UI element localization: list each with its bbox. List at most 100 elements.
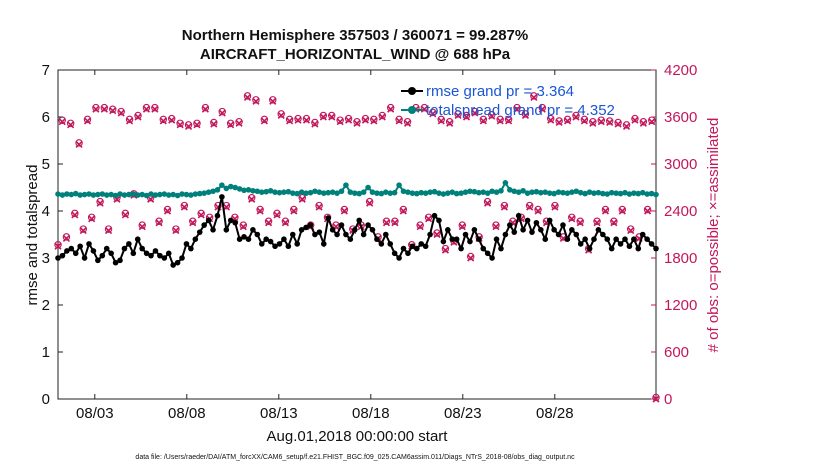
totalspread-point [471, 188, 478, 195]
rmse-point [223, 227, 230, 233]
totalspread-point [227, 183, 234, 190]
y-axis-label: rmse and totalspread [24, 165, 41, 306]
totalspread-point [183, 191, 190, 198]
obs-assimilated-marker [121, 211, 129, 219]
obs-possible-marker [163, 205, 172, 214]
obs-assimilated-marker [648, 118, 656, 126]
obs-possible-marker [538, 103, 547, 112]
rmse-point [431, 212, 438, 219]
totalspread-point [617, 190, 624, 197]
obs-assimilated-marker [62, 234, 70, 242]
rmse-point [99, 252, 106, 259]
obs-possible-marker [534, 205, 542, 214]
obs-possible-marker [433, 229, 441, 237]
obs-assimilated-marker [201, 105, 209, 113]
totalspread-point [533, 188, 540, 195]
rmse-point [174, 259, 181, 266]
obs-assimilated-marker [138, 223, 146, 231]
totalspread-point [170, 191, 176, 198]
obs-assimilated-marker [189, 219, 197, 227]
rmse-point [502, 231, 509, 238]
obs-possible-marker [631, 114, 639, 123]
legend-totalspread-marker [408, 106, 416, 114]
obs-assimilated-marker [155, 219, 163, 227]
totalspread-point [201, 190, 207, 196]
obs-possible-marker [546, 114, 555, 123]
obs-assimilated-marker [104, 227, 113, 235]
rmse-point [498, 245, 504, 252]
rmse-point [524, 217, 531, 224]
totalspread-point [86, 191, 92, 197]
obs-assimilated-marker [631, 116, 639, 124]
obs-assimilated-marker [601, 207, 610, 215]
rmse-point [360, 231, 367, 238]
rmse-point [546, 217, 553, 224]
obs-possible-marker [492, 221, 500, 229]
rmse-point [573, 231, 580, 238]
y-tick-label: 4 [42, 203, 50, 220]
totalspread-point [631, 190, 637, 196]
obs-possible-marker [277, 110, 285, 118]
obs-assimilated-marker [547, 116, 555, 124]
totalspread-point [538, 189, 544, 196]
totalspread-point [157, 191, 163, 198]
rmse-point [112, 259, 119, 266]
obs-possible-marker [176, 119, 184, 128]
totalspread-point [374, 190, 380, 196]
rmse-point [241, 234, 247, 240]
rmse-point [343, 231, 349, 238]
obs-assimilated-marker [446, 119, 454, 127]
obs-possible-marker [327, 111, 336, 120]
obs-assimilated-marker [264, 219, 273, 227]
rmse-point [405, 250, 411, 257]
obs-assimilated-marker [534, 207, 542, 215]
totalspread-point [418, 189, 425, 196]
obs-assimilated-marker [218, 109, 226, 117]
rmse-point [520, 227, 526, 233]
rmse-point [489, 255, 495, 261]
rmse-series [55, 194, 659, 268]
totalspread-point [453, 190, 460, 197]
totalspread-point [502, 180, 509, 186]
totalspread-point [236, 186, 243, 192]
totalspread-point [626, 191, 633, 197]
rmse-point [436, 217, 442, 224]
totalspread-point [462, 189, 469, 195]
obs-assimilated-marker [290, 207, 298, 215]
rmse-point [551, 227, 557, 233]
obs-possible-marker [479, 115, 488, 124]
obs-assimilated-marker [163, 207, 172, 215]
totalspread-point [529, 189, 535, 195]
y-right-tick-label: 1200 [664, 297, 697, 314]
totalspread-point [476, 189, 482, 196]
x-axis-label: Aug.01,2018 00:00:00 start [267, 428, 449, 445]
rmse-point [64, 248, 70, 254]
rmse-point [95, 257, 101, 264]
totalspread-point [414, 190, 420, 197]
obs-assimilated-marker [172, 227, 180, 235]
obs-assimilated-marker [618, 207, 626, 215]
obs-possible-marker [610, 217, 618, 226]
obs-possible-marker [87, 213, 96, 222]
rmse-point [334, 231, 340, 238]
rmse-point [582, 236, 588, 242]
obs-possible-marker [513, 103, 521, 112]
obs-assimilated-marker [79, 227, 87, 235]
totalspread-point [223, 185, 230, 192]
obs-assimilated-marker [286, 117, 294, 125]
rmse-point [179, 255, 185, 261]
obs-assimilated-marker [639, 119, 647, 127]
rmse-point [529, 229, 535, 235]
rmse-point [560, 222, 566, 228]
totalspread-point [95, 191, 101, 198]
obs-assimilated-marker [627, 227, 635, 235]
obs-assimilated-marker [500, 203, 508, 211]
obs-possible-marker [117, 107, 125, 116]
totalspread-point [112, 192, 119, 199]
totalspread-point [303, 190, 309, 196]
totalspread-point [241, 187, 247, 194]
rmse-point [600, 231, 606, 238]
rmse-point [320, 241, 327, 247]
obs-assimilated-marker [479, 117, 487, 125]
obs-possible-marker [197, 209, 205, 218]
